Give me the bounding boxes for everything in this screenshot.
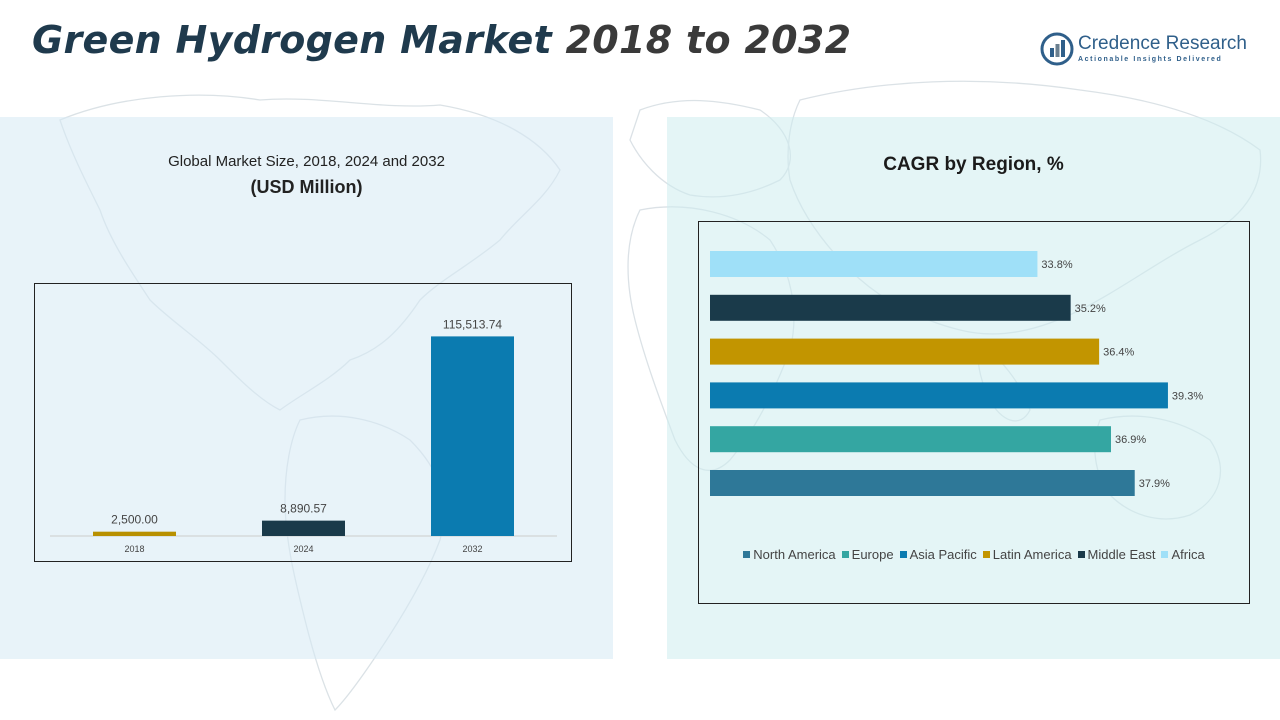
page-title: Green Hydrogen Market 2018 to 2032 — [32, 18, 851, 62]
data-label-middle-east: 35.2% — [1075, 303, 1106, 315]
bar-north-america — [710, 470, 1135, 496]
bar-latin-america — [710, 338, 1100, 365]
legend-swatch-asia-pacific — [899, 551, 907, 558]
data-label-2032: 115,513.74 — [443, 317, 502, 331]
data-label-europe: 36.9% — [1115, 434, 1146, 446]
cagr-chart-frame — [698, 221, 1250, 604]
tick-label-2024: 2024 — [293, 544, 313, 554]
bar-2018 — [93, 531, 176, 536]
data-label-2024: 8,890.57 — [280, 502, 327, 516]
title-years: 2018 to 2032 — [552, 18, 852, 62]
legend-swatch-latin-america — [982, 551, 990, 558]
data-label-2018: 2,500.00 — [111, 513, 158, 527]
logo-tagline: Actionable Insights Delivered — [1078, 56, 1223, 63]
brand-logo: Credence Research Actionable Insights De… — [1040, 32, 1255, 72]
legend-item-latin-america: Latin America — [982, 547, 1072, 562]
cagr-legend: North America Europe Asia Pacific Latin Ame… — [699, 547, 1249, 562]
title-main: Green Hydrogen Market — [32, 18, 552, 62]
bar-europe — [710, 426, 1111, 453]
bar-2032 — [431, 336, 514, 536]
market-size-title: Global Market Size, 2018, 2024 and 2032 — [168, 153, 445, 170]
cagr-title: CAGR by Region, % — [883, 154, 1064, 175]
logo-icon — [1040, 32, 1074, 66]
legend-swatch-middle-east — [1077, 551, 1085, 558]
bar-asia-pacific — [710, 382, 1168, 409]
legend-label-africa: Africa — [1171, 547, 1205, 562]
data-label-asia-pacific: 39.3% — [1172, 390, 1203, 402]
legend-swatch-europe — [841, 551, 849, 558]
legend-swatch-north-america — [743, 551, 751, 558]
legend-item-middle-east: Middle East — [1077, 547, 1156, 562]
bar-middle-east — [710, 294, 1071, 321]
data-label-africa: 33.8% — [1041, 259, 1072, 271]
logo-name: Credence Research — [1078, 33, 1247, 54]
legend-label-north-america: North America — [753, 547, 836, 562]
legend-swatch-africa — [1161, 551, 1169, 558]
legend-item-europe: Europe — [841, 547, 894, 562]
legend-label-asia-pacific: Asia Pacific — [909, 547, 977, 562]
market-size-chart-frame — [34, 283, 572, 562]
legend-item-africa: Africa — [1161, 547, 1205, 562]
legend-label-europe: Europe — [851, 547, 894, 562]
legend-label-latin-america: Latin America — [992, 547, 1072, 562]
bar-africa — [710, 251, 1038, 277]
data-label-north-america: 37.9% — [1139, 478, 1170, 490]
legend-item-north-america: North America — [743, 547, 836, 562]
legend-item-asia-pacific: Asia Pacific — [899, 547, 977, 562]
market-size-unit: (USD Million) — [250, 177, 363, 197]
legend-label-middle-east: Middle East — [1087, 547, 1156, 562]
data-label-latin-america: 36.4% — [1103, 347, 1134, 359]
tick-label-2018: 2018 — [124, 544, 144, 554]
tick-label-2032: 2032 — [462, 544, 482, 554]
bar-2024 — [262, 520, 345, 536]
